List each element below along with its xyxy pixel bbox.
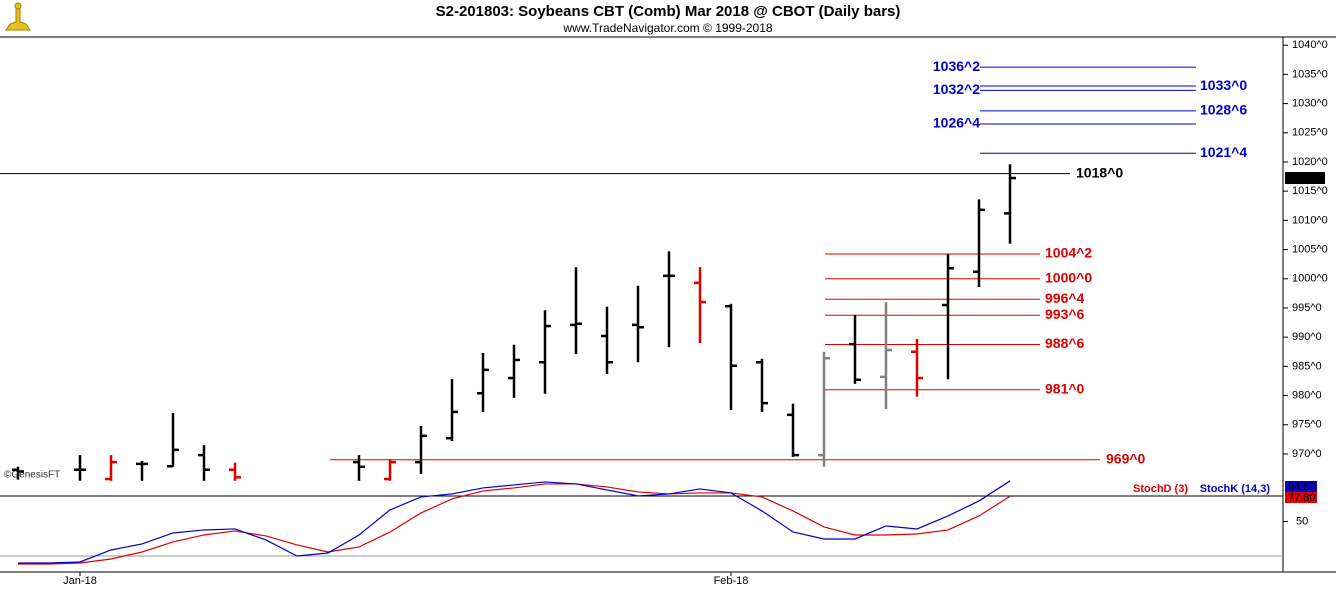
chart-title: S2-201803: Soybeans CBT (Comb) Mar 2018 … bbox=[436, 3, 901, 20]
level-label: 996^4 bbox=[1045, 290, 1085, 306]
y-tick-label: 1030^0 bbox=[1292, 97, 1328, 109]
value-box bbox=[1285, 492, 1317, 503]
logo bbox=[5, 2, 31, 31]
level-label: 1033^0 bbox=[1200, 77, 1247, 93]
y-tick-label: 995^0 bbox=[1292, 302, 1322, 314]
y-tick-label: 970^0 bbox=[1292, 448, 1322, 460]
level-label: 1036^2 bbox=[933, 58, 980, 74]
y-tick-label: 1020^0 bbox=[1292, 156, 1328, 168]
y-tick-label: 990^0 bbox=[1292, 331, 1322, 343]
level-label: 1032^2 bbox=[933, 81, 980, 97]
chart-subtitle: www.TradeNavigator.com © 1999-2018 bbox=[562, 21, 772, 35]
stoch-line bbox=[18, 480, 1011, 564]
y-tick-label: 985^0 bbox=[1292, 360, 1322, 372]
level-label: 981^0 bbox=[1045, 380, 1085, 396]
value-box bbox=[1285, 481, 1317, 492]
watermark: ©GenesisFT bbox=[4, 470, 60, 481]
y-tick-label: 1010^0 bbox=[1292, 214, 1328, 226]
level-label: 988^6 bbox=[1045, 335, 1085, 351]
value-label: 77.80 bbox=[1288, 492, 1316, 504]
level-label: 1000^0 bbox=[1045, 269, 1092, 285]
y-tick-label: 975^0 bbox=[1292, 419, 1322, 431]
legend-entry: StochK (14,3) bbox=[1200, 483, 1271, 495]
y-tick-label: 980^0 bbox=[1292, 389, 1322, 401]
x-tick-label: Feb-18 bbox=[714, 575, 749, 587]
level-label: 1028^6 bbox=[1200, 102, 1247, 118]
y-tick-label: 1005^0 bbox=[1292, 243, 1328, 255]
stoch-line bbox=[18, 483, 1011, 565]
x-tick-label: Jan-18 bbox=[63, 575, 97, 587]
level-label: 1026^4 bbox=[933, 115, 980, 131]
y-tick-label: 1025^0 bbox=[1292, 127, 1328, 139]
level-label: 1021^4 bbox=[1200, 144, 1247, 160]
y-tick-label: 1035^0 bbox=[1292, 68, 1328, 80]
y-tick-label: 50 bbox=[1296, 515, 1308, 527]
level-label: 1018^0 bbox=[1076, 164, 1123, 180]
level-label: 993^6 bbox=[1045, 306, 1085, 322]
y-tick-label: 1015^0 bbox=[1292, 185, 1328, 197]
level-label: 969^0 bbox=[1106, 450, 1146, 466]
last-price-box bbox=[1285, 172, 1325, 185]
y-tick-label: 1000^0 bbox=[1292, 273, 1328, 285]
level-label: 1004^2 bbox=[1045, 245, 1092, 261]
y-tick-label: 1040^0 bbox=[1292, 39, 1328, 51]
last-price-label: 1017^2 bbox=[1287, 172, 1323, 184]
legend-entry: StochD (3) bbox=[1133, 483, 1188, 495]
value-label: 94.57 bbox=[1288, 481, 1316, 493]
